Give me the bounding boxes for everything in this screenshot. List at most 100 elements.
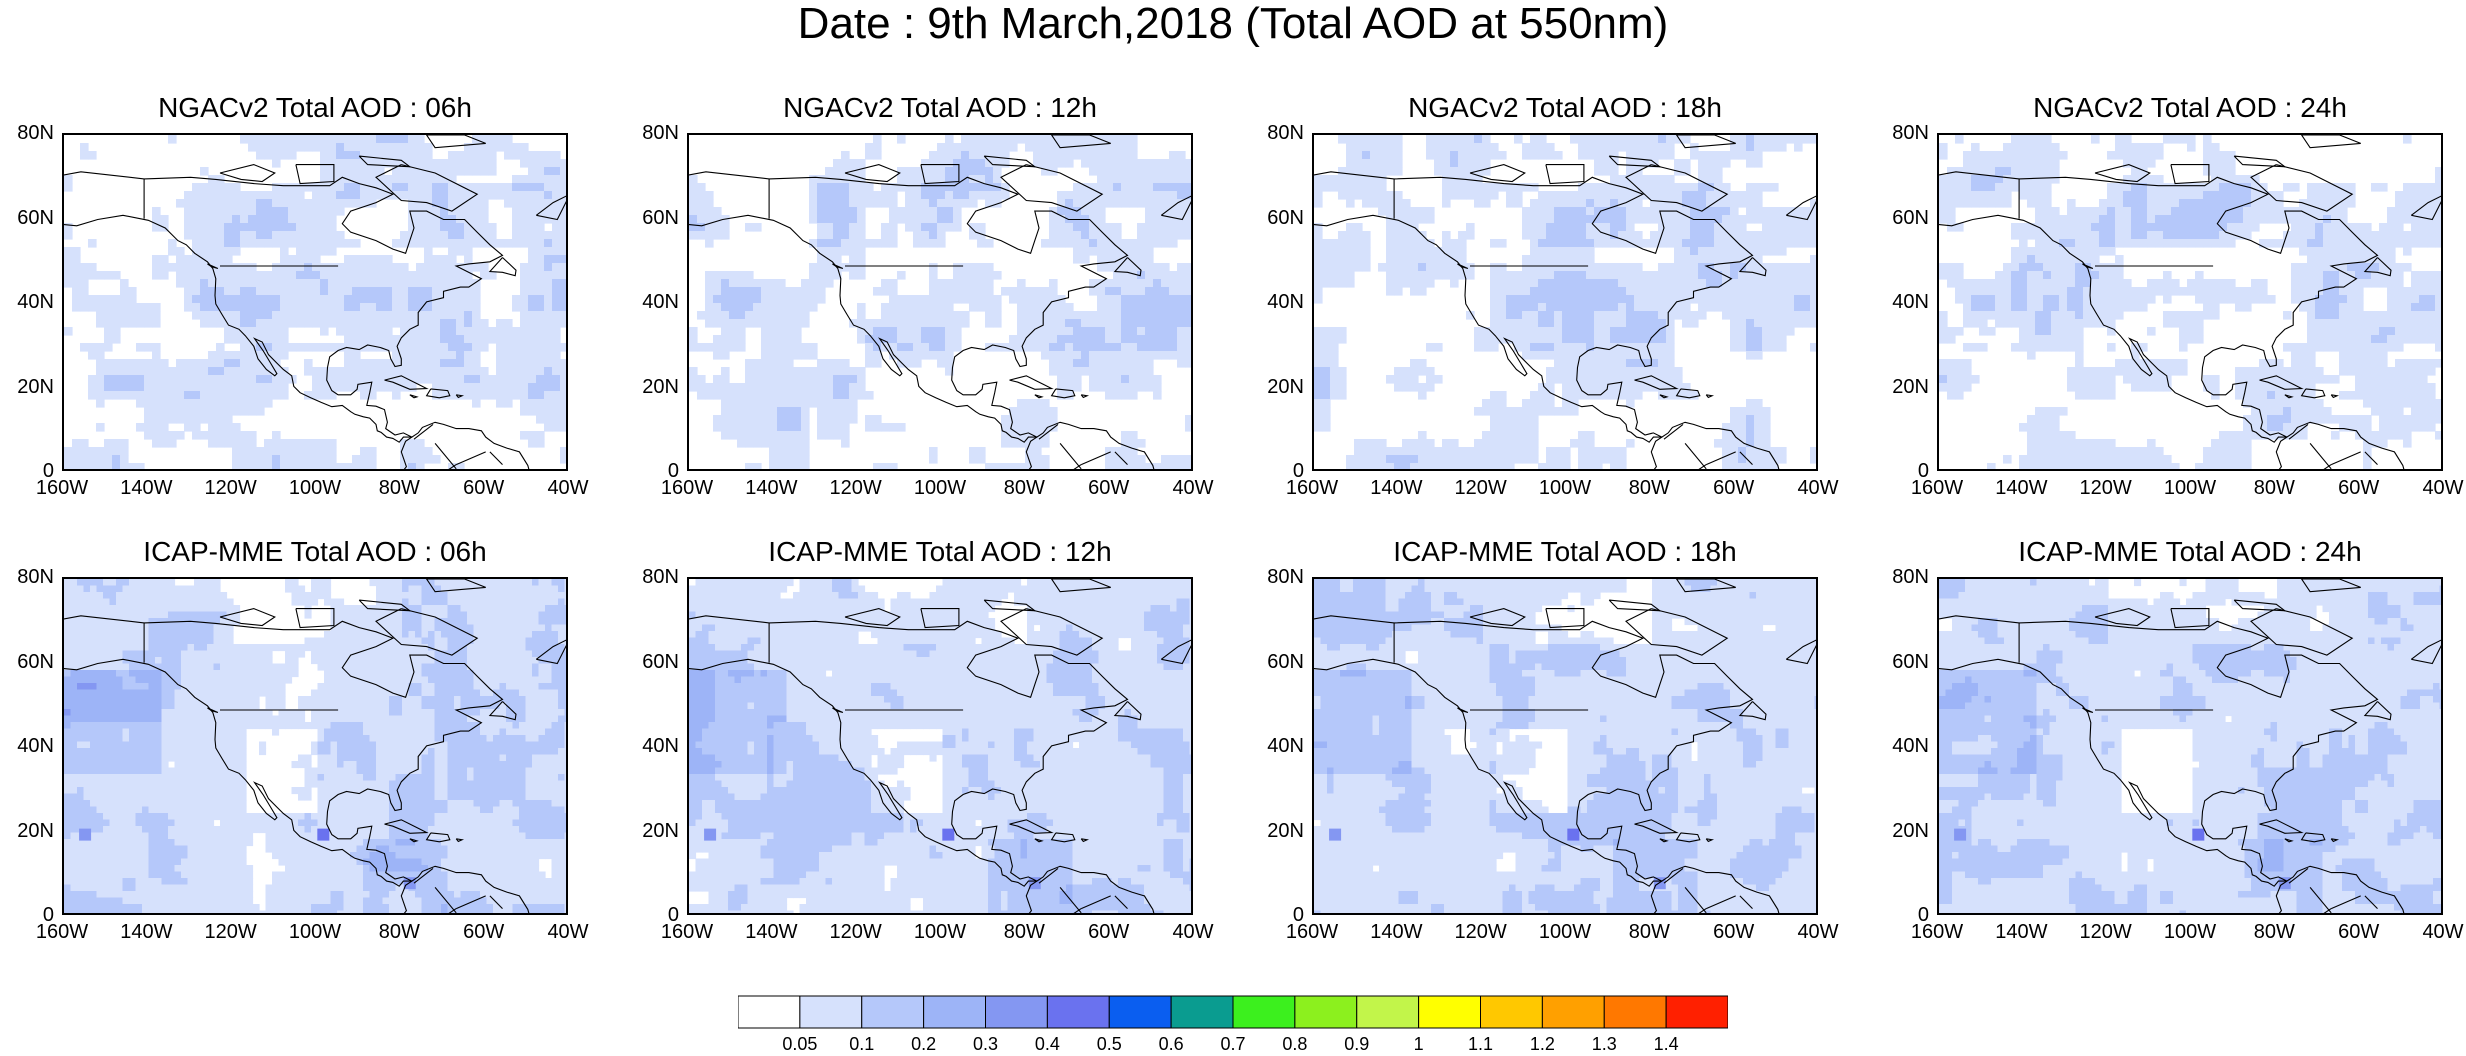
aod-cell bbox=[224, 335, 233, 344]
aod-cell bbox=[448, 199, 457, 208]
aod-cell bbox=[729, 415, 738, 424]
aod-cell bbox=[1081, 135, 1090, 144]
aod-cell bbox=[248, 231, 257, 240]
aod-cell bbox=[424, 255, 433, 264]
aod-cell bbox=[1121, 183, 1130, 192]
aod-cell bbox=[1562, 327, 1571, 336]
aod-cell bbox=[560, 223, 566, 232]
aod-cell bbox=[200, 295, 209, 304]
aod-cell bbox=[560, 359, 566, 368]
aod-cell bbox=[1097, 159, 1106, 168]
aod-cell bbox=[865, 391, 874, 400]
aod-cell bbox=[1546, 215, 1555, 224]
aod-cell bbox=[368, 367, 377, 376]
aod-cell bbox=[1650, 215, 1659, 224]
aod-cell bbox=[256, 207, 265, 216]
aod-cell bbox=[88, 375, 97, 384]
aod-cell bbox=[1386, 191, 1395, 200]
coastline-layer bbox=[1314, 135, 1816, 469]
aod-cell bbox=[753, 223, 762, 232]
aod-cell bbox=[1498, 463, 1507, 469]
x-tick-label: 160W bbox=[27, 477, 97, 499]
aod-cell bbox=[384, 303, 393, 312]
aod-cell bbox=[1394, 279, 1403, 288]
aod-cell bbox=[825, 271, 834, 280]
aod-cell bbox=[1129, 239, 1138, 248]
aod-cell bbox=[216, 215, 225, 224]
aod-cell bbox=[1618, 351, 1627, 360]
aod-cell bbox=[448, 343, 457, 352]
aod-cell bbox=[360, 335, 369, 344]
aod-cell bbox=[1153, 191, 1162, 200]
aod-cell bbox=[1113, 455, 1122, 464]
aod-cell bbox=[256, 191, 265, 200]
coastline bbox=[1080, 451, 1111, 466]
aod-cell bbox=[1041, 303, 1050, 312]
aod-cell bbox=[1778, 271, 1787, 280]
aod-cell bbox=[1626, 383, 1635, 392]
aod-cell bbox=[280, 327, 289, 336]
aod-cell bbox=[929, 447, 938, 456]
aod-cell bbox=[729, 279, 738, 288]
aod-cell bbox=[360, 359, 369, 368]
aod-cell bbox=[480, 159, 489, 168]
aod-cell bbox=[512, 303, 521, 312]
aod-cell bbox=[841, 439, 850, 448]
aod-cell bbox=[937, 175, 946, 184]
aod-cell bbox=[1618, 447, 1627, 456]
aod-cell bbox=[1017, 319, 1026, 328]
aod-cell bbox=[1570, 255, 1579, 264]
aod-cell bbox=[544, 263, 553, 272]
aod-cell bbox=[969, 447, 978, 456]
aod-cell bbox=[552, 303, 561, 312]
aod-cell bbox=[112, 303, 121, 312]
aod-cell bbox=[1570, 407, 1579, 416]
aod-cell bbox=[144, 415, 153, 424]
aod-cell bbox=[2139, 167, 2148, 176]
coastline bbox=[1675, 135, 1736, 149]
aod-cell bbox=[80, 295, 89, 304]
aod-cell bbox=[272, 351, 281, 360]
aod-cell bbox=[168, 263, 177, 272]
aod-cell bbox=[897, 271, 906, 280]
aod-cell bbox=[1394, 271, 1403, 280]
aod-cell bbox=[312, 199, 321, 208]
aod-cell bbox=[552, 287, 561, 296]
aod-cell bbox=[328, 159, 337, 168]
aod-cell bbox=[1947, 167, 1956, 176]
aod-cell bbox=[1057, 351, 1066, 360]
aod-cell bbox=[216, 391, 225, 400]
aod-cell bbox=[753, 375, 762, 384]
aod-cell bbox=[512, 335, 521, 344]
aod-cell bbox=[1402, 279, 1411, 288]
aod-cell bbox=[1009, 463, 1018, 469]
aod-cell bbox=[1554, 375, 1563, 384]
aod-cell bbox=[1706, 207, 1715, 216]
aod-cell bbox=[1939, 175, 1948, 184]
aod-cell bbox=[1137, 343, 1146, 352]
aod-cell bbox=[1057, 151, 1066, 160]
aod-cell bbox=[208, 359, 217, 368]
aod-cell bbox=[448, 463, 457, 469]
aod-cell bbox=[2019, 143, 2028, 152]
aod-cell bbox=[1562, 311, 1571, 320]
aod-cell bbox=[1506, 407, 1515, 416]
aod-cell bbox=[1626, 223, 1635, 232]
aod-cell bbox=[1466, 455, 1475, 464]
aod-cell bbox=[552, 247, 561, 256]
aod-cell bbox=[1466, 175, 1475, 184]
aod-cell bbox=[1474, 343, 1483, 352]
aod-cell bbox=[240, 303, 249, 312]
aod-cell bbox=[1602, 239, 1611, 248]
aod-cell bbox=[392, 271, 401, 280]
aod-cell bbox=[256, 287, 265, 296]
aod-cell bbox=[769, 311, 778, 320]
aod-cell bbox=[552, 159, 561, 168]
coastline bbox=[1073, 464, 1082, 469]
aod-cell bbox=[1482, 399, 1491, 408]
aod-cell bbox=[544, 287, 553, 296]
aod-cell bbox=[1033, 319, 1042, 328]
aod-cell bbox=[184, 367, 193, 376]
aod-cell bbox=[1610, 199, 1619, 208]
aod-cell bbox=[1418, 391, 1427, 400]
